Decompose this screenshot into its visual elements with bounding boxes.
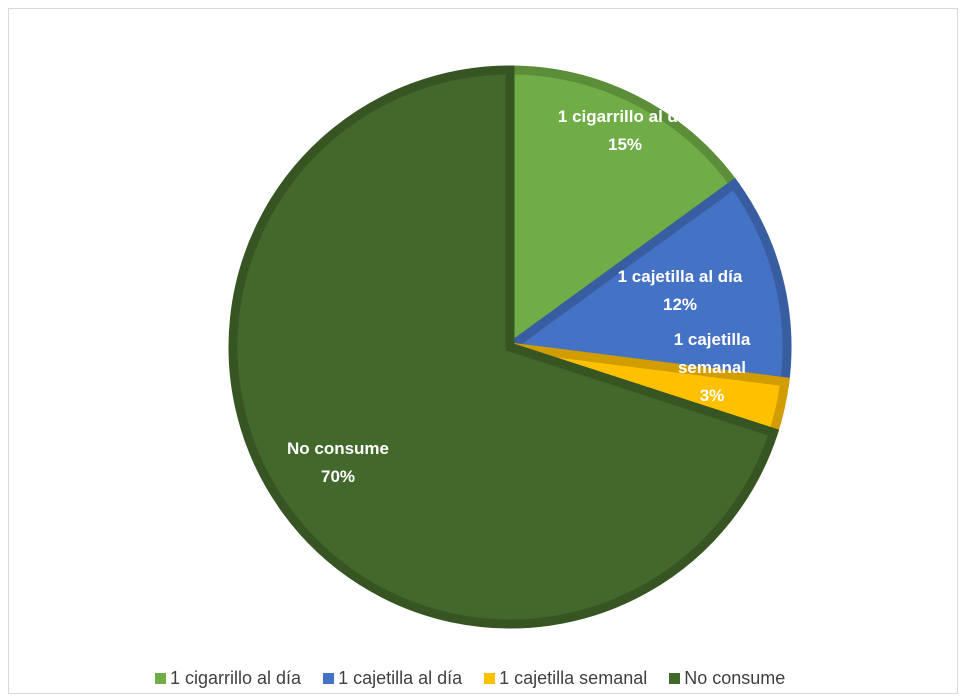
data-label-value: 70% <box>321 467 355 486</box>
legend: 1 cigarrillo al día 1 cajetilla al día 1 c… <box>155 667 785 689</box>
legend-swatch <box>323 672 335 684</box>
legend-item: 1 cigarrillo al día <box>155 668 301 689</box>
data-label-category: 1 cajetilla <box>674 330 751 349</box>
data-label-category: semanal <box>678 358 746 377</box>
legend-label: 1 cajetilla semanal <box>499 667 648 688</box>
data-label-category: 1 cigarrillo al día <box>558 107 693 126</box>
legend-swatch <box>155 672 166 684</box>
pie-slice-1-cigarrillo-al-d-a <box>505 65 741 356</box>
legend-label: 1 cigarrillo al día <box>170 667 302 688</box>
legend-item: No consume <box>669 668 785 689</box>
legend-label: No consume <box>684 667 786 688</box>
data-label-value: 15% <box>608 135 642 154</box>
legend-item: 1 cajetilla al día <box>323 668 462 689</box>
pie-slice-no-consume <box>228 65 780 629</box>
data-label-category: No consume <box>287 439 389 458</box>
data-label-value: 12% <box>663 295 697 314</box>
legend-swatch <box>669 672 681 684</box>
data-label-value: 3% <box>700 386 725 405</box>
legend-label: 1 cajetilla al día <box>338 667 463 688</box>
pie-slice-1-cajetilla-al-d-a <box>498 177 792 387</box>
data-label-category: 1 cajetilla al día <box>618 267 743 286</box>
legend-item: 1 cajetilla semanal <box>484 668 647 689</box>
legend-swatch <box>484 672 496 684</box>
